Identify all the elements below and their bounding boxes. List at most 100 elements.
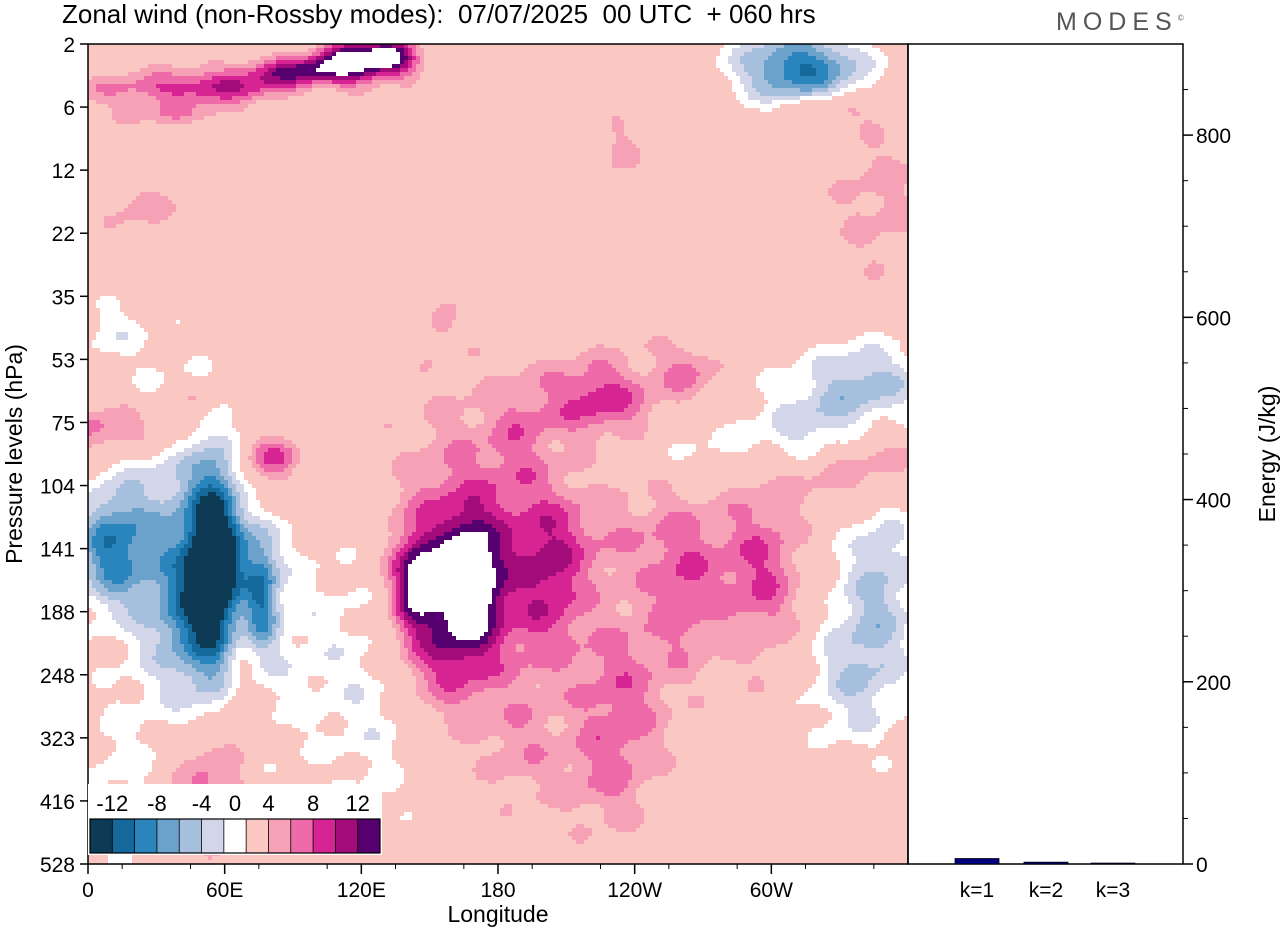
- heatmap-cell: [756, 596, 772, 600]
- heatmap-cell: [624, 124, 860, 128]
- heatmap-cell: [148, 220, 160, 224]
- heatmap-cell: [416, 492, 448, 496]
- heatmap-cell: [632, 528, 656, 532]
- heatmap-cell: [224, 624, 228, 628]
- heatmap-cell: [844, 236, 876, 240]
- heatmap-cell: [580, 512, 632, 516]
- heatmap-cell: [416, 680, 428, 684]
- heatmap-cell: [92, 536, 104, 540]
- heatmap-cell: [500, 812, 512, 816]
- heatmap-row: [88, 192, 908, 196]
- heatmap-cell: [400, 624, 404, 628]
- heatmap-cell: [572, 548, 584, 552]
- heatmap-cell: [884, 596, 896, 600]
- heatmap-cell: [212, 484, 224, 488]
- heatmap-cell: [228, 668, 232, 672]
- heatmap-cell: [232, 508, 236, 512]
- heatmap-cell: [232, 420, 428, 424]
- heatmap-cell: [676, 344, 816, 348]
- heatmap-cell: [212, 840, 576, 844]
- heatmap-cell: [856, 624, 876, 628]
- heatmap-cell: [148, 772, 172, 776]
- heatmap-cell: [540, 380, 632, 384]
- heatmap-cell: [332, 48, 340, 52]
- heatmap-cell: [388, 600, 392, 604]
- heatmap-cell: [744, 64, 764, 68]
- heatmap-cell: [112, 476, 176, 480]
- heatmap-cell: [404, 508, 416, 512]
- heatmap-cell: [356, 80, 372, 84]
- heatmap-cell: [748, 560, 764, 564]
- heatmap-cell: [392, 592, 396, 596]
- heatmap-cell: [88, 72, 128, 76]
- heatmap-cell: [428, 664, 504, 668]
- heatmap-cell: [776, 644, 812, 648]
- heatmap-cell: [852, 564, 908, 568]
- heatmap-cell: [808, 456, 868, 460]
- heatmap-cell: [196, 92, 248, 96]
- heatmap-cell: [496, 596, 504, 600]
- heatmap-cell: [484, 376, 540, 380]
- heatmap-cell: [180, 596, 232, 600]
- heatmap-cell: [272, 596, 276, 600]
- heatmap-cell: [596, 652, 628, 656]
- heatmap-cell: [640, 568, 676, 572]
- heatmap-cell: [492, 556, 500, 560]
- heatmap-cell: [220, 488, 228, 492]
- heatmap-cell: [160, 104, 196, 108]
- heatmap-cell: [336, 88, 372, 92]
- heatmap-cell: [168, 608, 176, 612]
- heatmap-cell: [184, 560, 236, 564]
- heatmap-cell: [644, 820, 908, 824]
- heatmap-cell: [404, 560, 412, 564]
- heatmap-cell: [832, 184, 904, 188]
- heatmap-cell: [400, 648, 408, 652]
- heatmap-cell: [104, 440, 176, 444]
- heatmap-cell: [824, 644, 864, 648]
- heatmap-cell: [896, 628, 904, 632]
- heatmap-cell: [636, 584, 752, 588]
- heatmap-cell: [564, 696, 644, 700]
- heatmap-row: [88, 228, 908, 232]
- heatmap-cell: [272, 544, 280, 548]
- heatmap-cell: [560, 668, 604, 672]
- heatmap-cell: [192, 512, 196, 516]
- heatmap-cell: [568, 472, 820, 476]
- heatmap-cell: [140, 644, 156, 648]
- heatmap-cell: [524, 724, 544, 728]
- heatmap-cell: [552, 732, 560, 736]
- heatmap-cell: [152, 656, 180, 660]
- heatmap-cell: [324, 652, 344, 656]
- heatmap-cell: [728, 616, 796, 620]
- heatmap-cell: [196, 104, 248, 108]
- heatmap-cell: [576, 540, 644, 544]
- heatmap-cell: [156, 644, 172, 648]
- heatmap-cell: [580, 560, 592, 564]
- heatmap-cell: [200, 80, 220, 84]
- heatmap-cell: [476, 384, 540, 388]
- heatmap-cell: [788, 576, 800, 580]
- heatmap-cell: [384, 580, 392, 584]
- heatmap-cell: [392, 460, 444, 464]
- heatmap-row: [88, 688, 880, 692]
- heatmap-cell: [556, 620, 572, 624]
- heatmap-cell: [88, 400, 428, 404]
- heatmap-cell: [312, 612, 316, 616]
- heatmap-cell: [488, 636, 496, 640]
- heatmap-cell: [512, 548, 540, 552]
- heatmap-cell: [240, 600, 248, 604]
- heatmap-cell: [748, 448, 784, 452]
- heatmap-cell: [516, 676, 600, 680]
- heatmap-cell: [820, 472, 868, 476]
- heatmap-row: [88, 148, 908, 152]
- heatmap-cell: [256, 68, 268, 72]
- heatmap-cell: [236, 540, 240, 544]
- heatmap-cell: [772, 52, 792, 56]
- heatmap-cell: [884, 132, 908, 136]
- heatmap-cell: [764, 44, 784, 48]
- heatmap-cell: [492, 752, 524, 756]
- heatmap-cell: [864, 244, 908, 248]
- heatmap-cell: [576, 536, 592, 540]
- heatmap-cell: [532, 712, 608, 716]
- heatmap-cell: [420, 544, 440, 548]
